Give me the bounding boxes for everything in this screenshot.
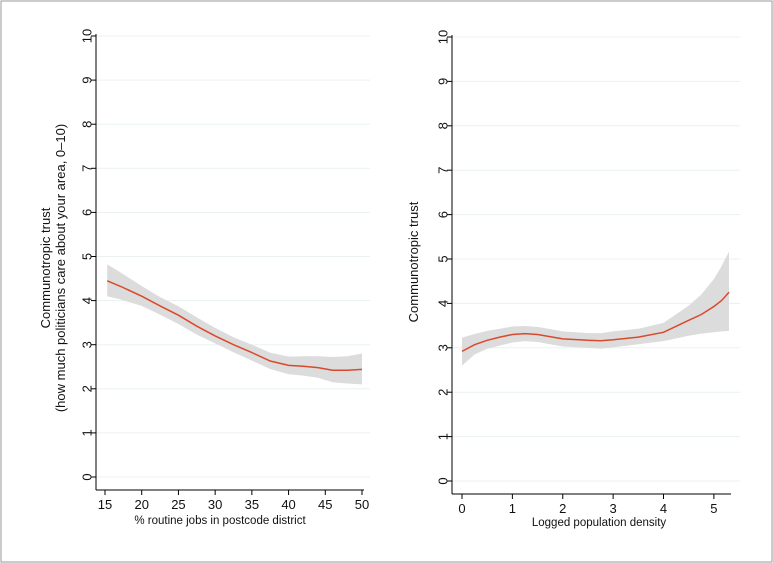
- right-x-tick-label: 3: [610, 501, 617, 516]
- left-y-ticks: 0 1 2 3 4 5 6 7 8 9 10: [80, 29, 96, 481]
- left-x-tick-label: 25: [171, 497, 185, 512]
- right-x-tick-label: 0: [458, 501, 465, 516]
- right-y-ticks: 0 1 2 3 4 5 6 7 8 9 10: [436, 30, 452, 485]
- left-gridlines: [96, 35, 370, 478]
- right-y-tick-label: 5: [436, 255, 451, 262]
- right-confidence-band: [462, 251, 729, 366]
- left-y-tick-label: 10: [80, 29, 95, 43]
- left-x-axis-label: % routine jobs in postcode district: [134, 515, 306, 527]
- left-x-tick-label: 45: [318, 497, 332, 512]
- right-x-ticks: 0 1 2 3 4 5: [458, 494, 718, 516]
- right-x-tick-label: 5: [710, 501, 717, 516]
- left-y-tick-label: 5: [80, 253, 95, 260]
- panel-right: 0 1 2 3 4 5 6 7 8 9 10 0 1 2 3 4 5 Logged population de…: [406, 30, 740, 529]
- right-x-tick-label: 4: [660, 501, 667, 516]
- left-x-tick-label: 15: [98, 497, 112, 512]
- right-fit-line: [461, 291, 730, 353]
- left-y-axis-label-line2: (how much politicians care about your ar…: [53, 124, 68, 412]
- right-y-axis-label: Communotropic trust: [406, 201, 421, 322]
- left-x-tick-label: 20: [134, 497, 148, 512]
- right-x-tick-label: 2: [559, 501, 566, 516]
- left-y-tick-label: 4: [80, 297, 95, 304]
- left-y-tick-label: 7: [80, 165, 95, 172]
- right-y-tick-label: 8: [436, 122, 451, 129]
- left-y-tick-label: 6: [80, 209, 95, 216]
- left-confidence-band: [107, 264, 362, 385]
- left-x-tick-label: 30: [208, 497, 222, 512]
- right-x-axis-label: Logged population density: [532, 517, 667, 529]
- right-y-tick-label: 0: [436, 477, 451, 484]
- left-x-tick-label: 50: [355, 497, 369, 512]
- left-axes: [95, 34, 364, 491]
- left-y-tick-label: 2: [80, 385, 95, 392]
- right-x-tick-label: 1: [509, 501, 516, 516]
- left-y-axis-label-line1: Communotropic trust: [38, 207, 53, 328]
- left-x-tick-label: 35: [245, 497, 259, 512]
- right-y-tick-label: 4: [436, 300, 451, 307]
- right-y-tick-label: 1: [436, 433, 451, 440]
- left-y-tick-label: 3: [80, 341, 95, 348]
- right-y-tick-label: 6: [436, 211, 451, 218]
- right-y-tick-label: 7: [436, 167, 451, 174]
- left-y-tick-label: 0: [80, 473, 95, 480]
- right-axes: [451, 35, 731, 495]
- right-y-tick-label: 2: [436, 389, 451, 396]
- left-x-tick-label: 40: [281, 497, 295, 512]
- left-y-tick-label: 9: [80, 76, 95, 83]
- right-gridlines: [452, 36, 740, 482]
- left-fit-line: [106, 280, 363, 372]
- right-y-tick-label: 10: [436, 30, 451, 44]
- left-y-tick-label: 1: [80, 429, 95, 436]
- left-x-ticks: 15 20 25 30 35 40 45 50: [98, 490, 369, 512]
- left-y-tick-label: 8: [80, 121, 95, 128]
- right-y-tick-label: 9: [436, 78, 451, 85]
- right-y-tick-label: 3: [436, 344, 451, 351]
